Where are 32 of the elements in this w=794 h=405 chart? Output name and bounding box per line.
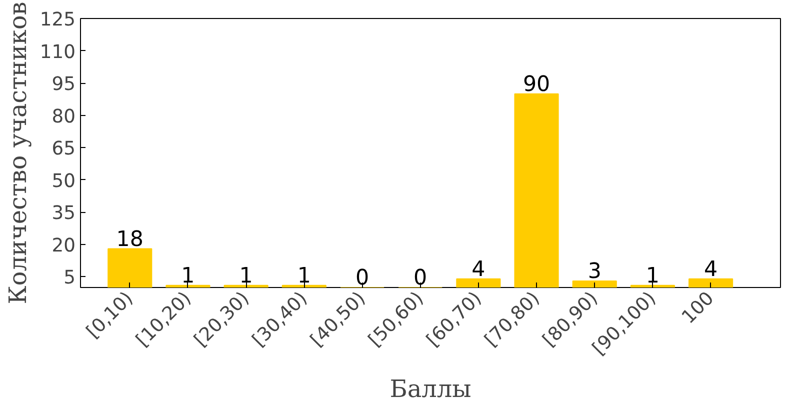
x-tick-label: 100 xyxy=(678,288,718,328)
data-label: 0 xyxy=(414,266,428,290)
y-tick-label: 80 xyxy=(52,106,76,128)
y-tick-label: 35 xyxy=(52,203,76,224)
y-tick-label: 50 xyxy=(52,170,76,192)
data-label: 1 xyxy=(181,263,195,288)
data-label: 1 xyxy=(297,263,311,288)
y-axis-title: Количество участников xyxy=(4,2,32,304)
y-tick-label: 125 xyxy=(40,10,76,30)
data-label: 1 xyxy=(646,263,660,288)
bar xyxy=(630,284,675,288)
data-label: 0 xyxy=(355,266,370,290)
x-axis-title: Баллы xyxy=(390,374,472,403)
bar xyxy=(282,284,326,288)
bar xyxy=(108,248,152,288)
y-tick-label: 5 xyxy=(64,268,76,289)
data-label: 3 xyxy=(588,259,602,284)
data-label: 1 xyxy=(239,263,253,288)
y-tick-label: 95 xyxy=(52,74,76,96)
y-tick-label: 65 xyxy=(52,138,76,160)
bar xyxy=(166,284,210,288)
data-label: 4 xyxy=(472,256,486,282)
data-label: 90 xyxy=(522,72,550,97)
bar xyxy=(572,280,617,288)
data-label: 18 xyxy=(116,226,144,252)
bar xyxy=(688,278,734,288)
y-tick-label: 110 xyxy=(40,42,76,63)
bar xyxy=(224,284,268,288)
data-label: 4 xyxy=(704,256,718,282)
y-tick-label: 20 xyxy=(52,235,76,256)
bar xyxy=(456,278,501,288)
bar xyxy=(514,93,559,288)
